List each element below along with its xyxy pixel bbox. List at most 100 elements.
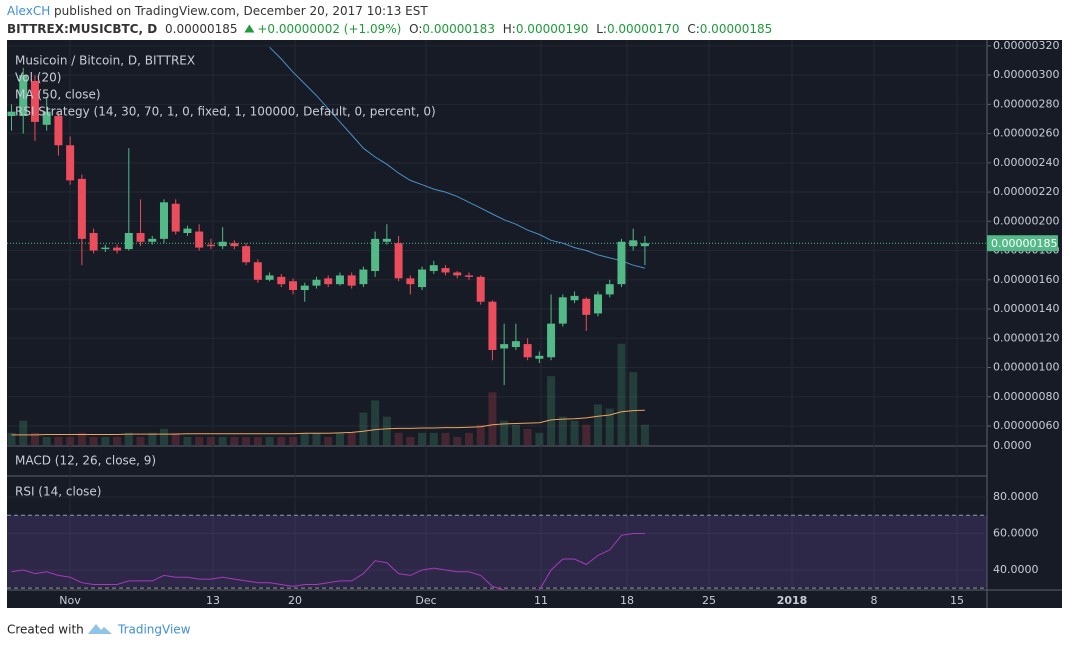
y-tick-label: 0.00000200 [993,214,1059,227]
volume-bar [206,436,215,445]
candle-body [183,228,192,233]
ohlc-key: C: [687,22,699,36]
volume-bar [19,420,28,445]
ohlc-key: H: [503,22,516,36]
x-tick-label: 15 [950,594,964,607]
volume-bar [500,420,509,445]
candle-body [289,281,298,291]
footer-brand[interactable]: TradingView [117,623,191,637]
volume-bar [570,420,579,445]
candle-body [324,278,333,285]
logo [88,624,112,634]
x-tick-label: 18 [620,594,634,607]
author[interactable]: AlexCH [7,4,50,18]
volume-bar [371,400,380,445]
x-tick-label: 20 [288,594,302,607]
candle-body [113,247,122,251]
candle-body [382,238,391,242]
candle-body [136,232,145,242]
candle-body [242,246,251,263]
candle-body [523,344,532,358]
x-tick-label: 25 [702,594,716,607]
candle-body [19,75,28,117]
volume-bar [54,436,63,445]
last-price-label: 0.00000185 [991,237,1057,250]
change: +0.00000002 (+1.09%) [257,22,401,36]
volume-bar [136,436,145,445]
candle-body [171,203,180,232]
candle-body [206,244,215,247]
y-tick-label: 0.00000120 [993,331,1059,344]
rsi-tick-label: 80.0000 [993,490,1039,503]
volume-bar [605,408,614,445]
y-tick-label: 0.00000220 [993,185,1059,198]
candle-body [629,240,638,247]
candle-body [312,279,321,286]
ma-line [269,46,646,269]
candle-body [230,243,239,247]
volume-bar [359,412,368,445]
chart-title: Musicoin / Bitcoin, D, BITTREX [15,54,195,68]
candle-body [535,355,544,359]
candle-body [441,268,450,273]
y-tick-label: 0.00000160 [993,273,1059,286]
price: 0.00000185 [165,22,238,36]
legend-entry: Vol (20) [15,71,61,85]
volume-bar [523,428,532,445]
candle-body [558,297,567,324]
candle-body [594,294,602,314]
ohlc-value: 0.00000185 [700,22,773,36]
candle-body [42,111,51,125]
volume-bar [476,424,485,445]
volume-bar [335,432,344,445]
volume-bar [547,376,556,445]
symbol: BITTREX:MUSICBTC, D [7,22,157,36]
volume-bar [629,372,638,445]
candle-body [77,178,86,239]
volume-bar [594,404,602,445]
volume-bar [265,436,274,445]
ohlc-key: L: [596,22,607,36]
volume-bar [300,432,309,445]
volume-bar [511,424,520,445]
candle-body [300,285,309,291]
volume-bar [159,428,168,445]
candle-body [640,243,649,247]
ohlc-value: 0.00000183 [422,22,495,36]
volume-bar [30,432,39,445]
volume-bar [289,436,298,445]
volume-bar [277,436,286,445]
candle-body [347,275,356,286]
candle-body [582,298,591,315]
candle-body [570,295,579,301]
candle-body [500,344,509,349]
candle-body [218,241,227,247]
candle-body [148,238,157,242]
volume-bar [429,432,438,445]
x-tick-label: 11 [534,594,548,607]
volume-bar [558,416,567,445]
volume-bar [406,436,415,445]
candle-body [371,238,380,272]
volume-bar [464,432,473,445]
volume-bar [101,436,110,445]
candle-body [89,232,98,251]
candle-body [30,80,39,122]
rsi-line [11,533,645,590]
volume-bar [582,424,591,445]
y-tick-label: 0.00000260 [993,127,1059,140]
volume-tick-label: 0.0000 [993,439,1032,452]
legend-entry: RSI Strategy (14, 30, 70, 1, 0, fixed, 1… [15,105,436,119]
volume-bar [171,432,180,445]
volume-ma-line [11,409,645,436]
x-tick-label: Nov [59,594,81,607]
x-tick-label: 13 [206,594,220,607]
volume-bar [124,432,133,445]
volume-bar [347,432,356,445]
footer-text: Created with [7,623,84,637]
candle-body [265,275,274,280]
candle-body [453,272,462,276]
x-tick-label: Dec [415,594,436,607]
ohlc-value: 0.00000190 [516,22,589,36]
